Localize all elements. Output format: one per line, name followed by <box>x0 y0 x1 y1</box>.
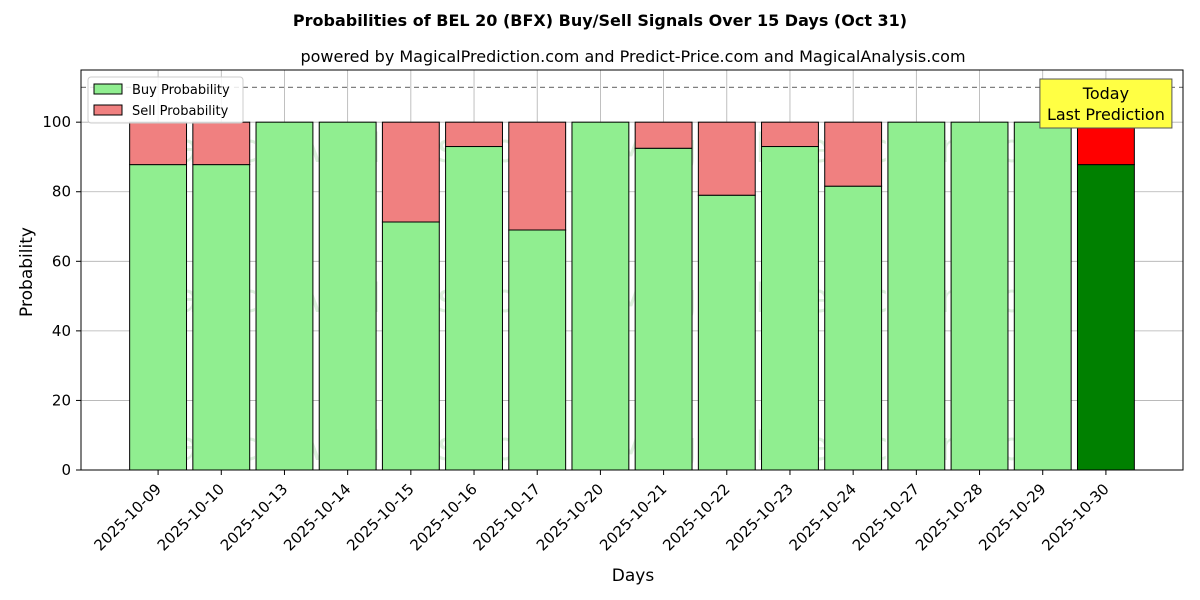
x-tick-label: 2025-10-24 <box>786 480 860 554</box>
legend-box <box>87 76 244 124</box>
y-tick-label: 0 <box>61 461 71 479</box>
x-tick-label: 2025-10-09 <box>91 480 165 554</box>
today-annotation: Today Last Prediction <box>1039 78 1173 129</box>
annotation-box <box>1039 78 1173 129</box>
sell-bar <box>381 121 440 223</box>
annotation-text: Last Prediction <box>1047 105 1165 124</box>
x-tick-label: 2025-10-14 <box>280 480 354 554</box>
y-tick-label: 20 <box>52 391 71 409</box>
buy-bar <box>824 185 883 471</box>
buy-bar <box>887 121 946 471</box>
buy-bar <box>445 146 503 471</box>
buy-bar <box>381 221 440 471</box>
x-tick-label: 2025-10-22 <box>659 480 733 554</box>
sell-bar <box>129 121 188 166</box>
x-tick-label: 2025-10-20 <box>533 480 607 554</box>
sell-bar <box>634 121 693 149</box>
x-tick-label: 2025-10-16 <box>406 480 480 554</box>
sell-bar <box>1076 121 1135 166</box>
x-tick-label: 2025-10-15 <box>343 480 417 554</box>
x-tick-label: 2025-10-23 <box>722 480 796 554</box>
buy-bar <box>192 164 251 471</box>
x-tick-label: 2025-10-29 <box>975 480 1049 554</box>
chart-title: Probabilities of BEL 20 (BFX) Buy/Sell S… <box>293 11 907 30</box>
y-tick-label: 80 <box>52 183 71 201</box>
sell-bar <box>508 121 567 231</box>
buy-bar <box>508 229 567 471</box>
sell-bar <box>824 121 883 187</box>
x-tick-label: 2025-10-27 <box>849 480 923 554</box>
y-tick-label: 100 <box>42 113 71 131</box>
buy-bar <box>129 164 188 471</box>
plot-frame <box>80 69 1184 471</box>
buy-bar <box>950 121 1009 471</box>
buy-bar <box>697 194 756 471</box>
y-tick-label: 60 <box>52 252 71 270</box>
x-tick-label: 2025-10-17 <box>470 480 544 554</box>
y-tick-label: 40 <box>52 322 71 340</box>
legend: Buy Probability Sell Probability <box>87 76 244 124</box>
x-axis-label: Days <box>612 566 655 586</box>
x-tick-label: 2025-10-30 <box>1038 480 1112 554</box>
sell-bar <box>192 121 251 166</box>
buy-bar <box>571 121 630 471</box>
buy-bar <box>318 121 377 471</box>
sell-bar <box>445 121 503 148</box>
x-tick-label: 2025-10-13 <box>217 480 291 554</box>
buy-bar <box>1013 121 1072 471</box>
legend-label: Sell Probability <box>132 104 229 119</box>
sell-bar <box>761 121 819 148</box>
x-tick-label: 2025-10-21 <box>596 480 670 554</box>
y-axis-label: Probability <box>17 227 37 317</box>
sell-bar <box>697 121 756 196</box>
legend-swatch <box>93 83 123 95</box>
legend-swatch <box>93 104 123 116</box>
x-tick-label: 2025-10-10 <box>154 480 228 554</box>
buy-bar <box>1076 164 1135 471</box>
x-tick-label: 2025-10-28 <box>912 480 986 554</box>
bars <box>129 121 1135 471</box>
buy-bar <box>761 146 819 471</box>
annotation-text: Today <box>1082 84 1129 103</box>
legend-label: Buy Probability <box>132 83 230 98</box>
buy-bar <box>634 147 693 471</box>
buy-bar <box>255 121 314 471</box>
chart-subtitle: powered by MagicalPrediction.com and Pre… <box>300 47 965 66</box>
